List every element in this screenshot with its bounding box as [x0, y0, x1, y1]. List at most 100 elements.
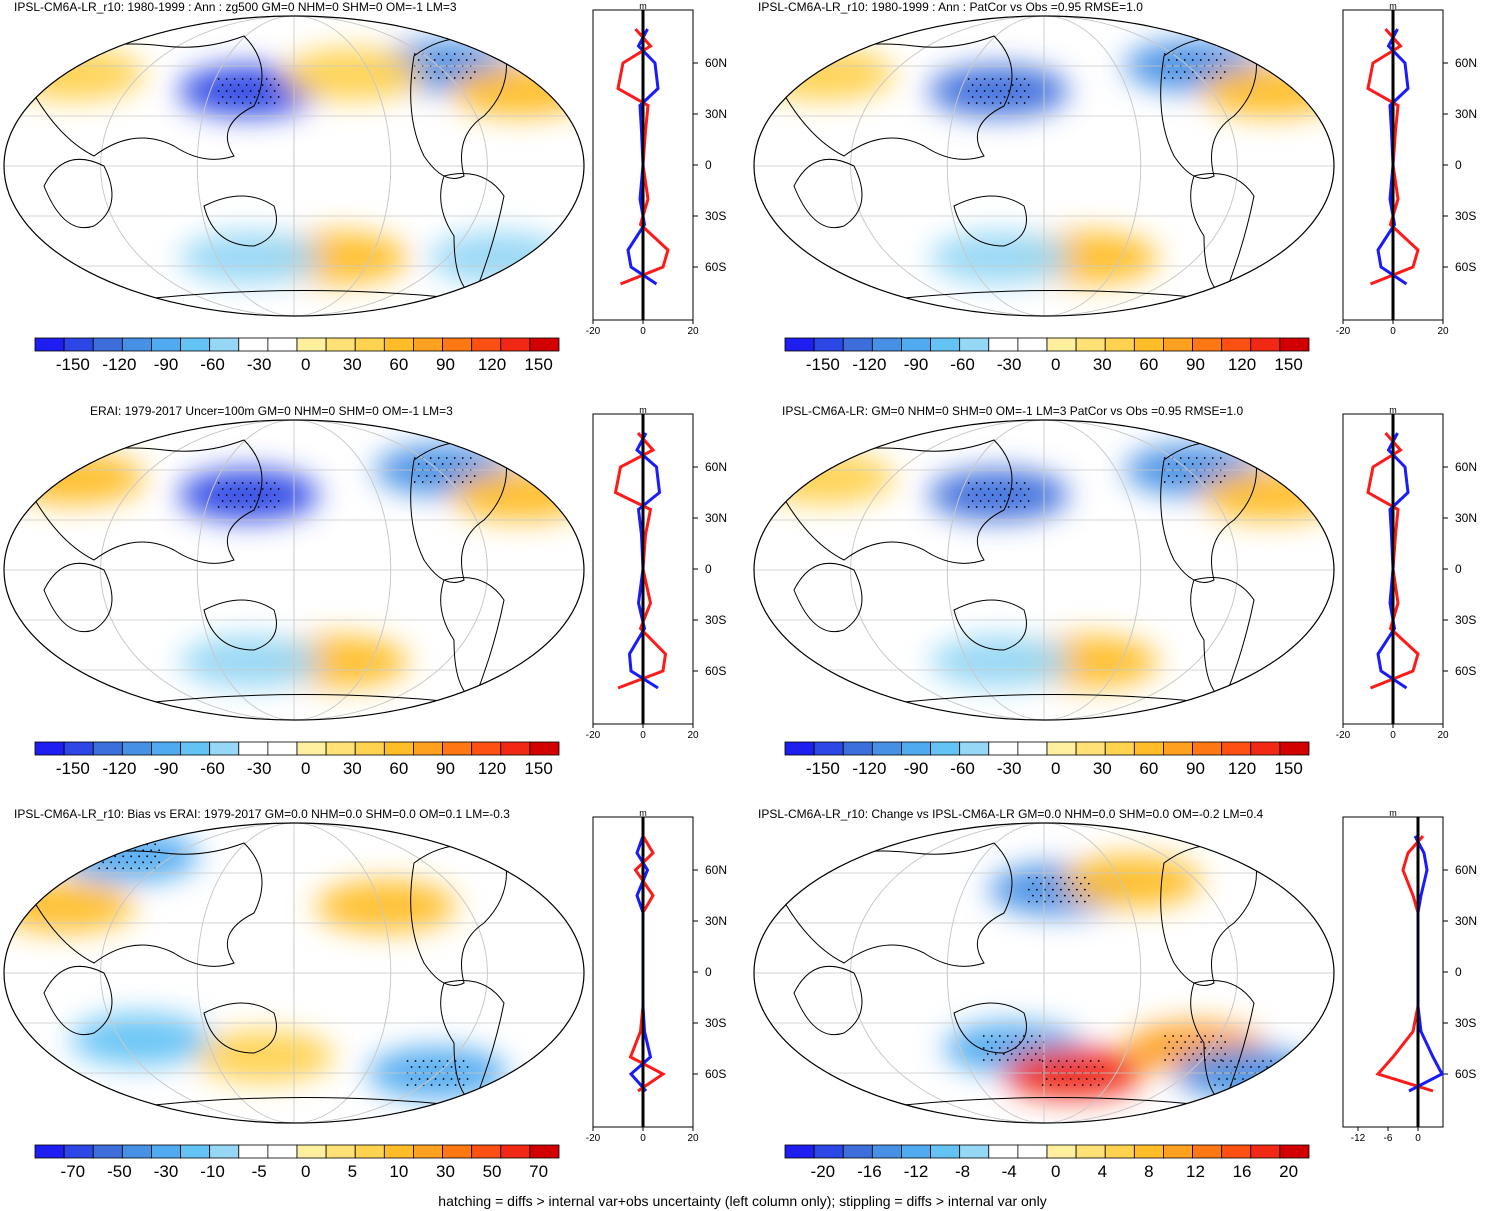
- colorbar-swatch: [1279, 1144, 1310, 1159]
- colorbar-swatch: [959, 1144, 990, 1159]
- colorbar-swatch: [354, 741, 385, 756]
- colorbar-label: -30: [247, 355, 272, 374]
- lat-label: 30S: [1455, 1016, 1476, 1030]
- lat-label: 60N: [1455, 460, 1477, 474]
- colorbar-label: -4: [1002, 1162, 1017, 1181]
- profile-tick-label: 20: [1437, 326, 1449, 337]
- colorbar-swatch: [180, 337, 211, 352]
- colorbar-swatch: [121, 741, 152, 756]
- colorbar-label: 120: [1228, 759, 1256, 778]
- anomaly-blob: [194, 1030, 335, 1083]
- colorbar-swatch: [1046, 337, 1077, 352]
- colorbar-label: 30: [343, 355, 362, 374]
- lat-label: 30N: [1455, 914, 1477, 928]
- colorbar-swatch: [296, 741, 327, 756]
- colorbar-swatch: [34, 741, 65, 756]
- colorbar-swatch: [871, 1144, 902, 1159]
- colorbar-swatch: [813, 1144, 844, 1159]
- colorbar-label: -30: [247, 759, 272, 778]
- colorbar-swatch: [34, 337, 65, 352]
- map-field: [4, 823, 584, 1123]
- stippling: [967, 53, 1226, 104]
- colorbar-label: -90: [904, 759, 929, 778]
- colorbar-swatch: [529, 1144, 560, 1159]
- profile-tick-label: 20: [1437, 730, 1449, 741]
- colorbar-label: 30: [1093, 355, 1112, 374]
- colorbar-swatch: [988, 337, 1019, 352]
- colorbar-swatch: [1133, 1144, 1164, 1159]
- colorbar-swatch: [1250, 1144, 1281, 1159]
- colorbar-swatch: [383, 337, 414, 352]
- profile-tick-label: 20: [687, 326, 699, 337]
- colorbar-swatch: [442, 1144, 473, 1159]
- profile-tick-label: 0: [1390, 730, 1396, 741]
- colorbar-label: 0: [1051, 1162, 1060, 1181]
- colorbar-swatch: [413, 1144, 443, 1159]
- colorbar-label: 0: [1051, 759, 1060, 778]
- lat-label: 60N: [1455, 56, 1477, 70]
- map-border: [3, 822, 585, 1124]
- colorbar-label: 12: [1186, 1162, 1205, 1181]
- colorbar-swatch: [63, 337, 94, 352]
- colorbar-label: 60: [1139, 355, 1158, 374]
- zonal-profile: m 60N 30N 0 30S 60S -12 -6 0: [1342, 808, 1477, 1144]
- colorbar-swatch: [180, 741, 211, 756]
- panel-3: ERAI: 1979-2017 Uncer=100m GM=0 NHM=0 SH…: [0, 404, 740, 804]
- map-field: [754, 16, 1334, 316]
- colorbar-swatch: [1192, 337, 1223, 352]
- colorbar-swatch: [1221, 741, 1252, 756]
- colorbar-swatch: [151, 741, 181, 756]
- colorbar-label: -90: [154, 759, 179, 778]
- colorbar-swatch: [1192, 741, 1223, 756]
- lat-label: 0: [1455, 158, 1462, 172]
- anomaly-blob: [180, 635, 321, 688]
- graticule: [754, 823, 1334, 1123]
- colorbar-swatch: [871, 337, 902, 352]
- colorbar-swatch: [413, 741, 443, 756]
- colorbar-swatch: [238, 741, 269, 756]
- colorbar-swatch: [842, 1144, 873, 1159]
- colorbar-label: -50: [107, 1162, 132, 1181]
- colorbar-swatch: [209, 337, 240, 352]
- colorbar-label: -120: [102, 355, 136, 374]
- colorbar-swatch: [121, 1144, 152, 1159]
- graticule: [754, 420, 1334, 720]
- anomaly-blob: [930, 231, 1071, 284]
- colorbar-swatch: [1104, 337, 1135, 352]
- colorbar-swatch: [325, 337, 356, 352]
- colorbar-label: -150: [806, 355, 840, 374]
- colorbar-swatch: [325, 741, 356, 756]
- colorbar-swatch: [1104, 741, 1135, 756]
- graticule: [4, 16, 584, 316]
- colorbar-label: 30: [343, 759, 362, 778]
- colorbar: -150 -120 -90 -60 -30 0 30 60 90 120 150: [34, 741, 560, 778]
- colorbar-swatch: [1221, 1144, 1252, 1159]
- profile-tick-label: -20: [586, 326, 601, 337]
- lat-label: 30S: [705, 1016, 726, 1030]
- lat-label: 30S: [705, 209, 726, 223]
- colorbar-swatch: [442, 741, 473, 756]
- colorbar-swatch: [871, 741, 902, 756]
- colorbar-swatch: [209, 741, 240, 756]
- colorbar: -150 -120 -90 -60 -30 0 30 60 90 120 150: [34, 337, 560, 374]
- graticule: [4, 420, 584, 720]
- lat-label: 0: [705, 158, 712, 172]
- lat-label: 0: [705, 965, 712, 979]
- colorbar-label: 120: [478, 355, 506, 374]
- colorbar-label: 60: [389, 759, 408, 778]
- anomaly-blob: [928, 65, 1069, 117]
- colorbar-label: -16: [857, 1162, 882, 1181]
- colorbar-label: -150: [56, 759, 90, 778]
- lat-label: 60N: [705, 460, 727, 474]
- colorbar-swatch: [354, 337, 385, 352]
- lat-label: 30N: [1455, 511, 1477, 525]
- colorbar-label: -90: [154, 355, 179, 374]
- zonal-profile: m 60N 30N 0 30S 60S -20 0 20: [586, 1, 727, 337]
- profile-tick-label: 20: [687, 730, 699, 741]
- colorbar-label: 60: [389, 355, 408, 374]
- profile-line-blue: [628, 835, 653, 1092]
- colorbar-swatch: [1221, 337, 1252, 352]
- anomaly-blob: [180, 231, 321, 284]
- colorbar-swatch: [1250, 741, 1281, 756]
- panel-title: IPSL-CM6A-LR_r10: Change vs IPSL-CM6A-LR…: [758, 807, 1264, 821]
